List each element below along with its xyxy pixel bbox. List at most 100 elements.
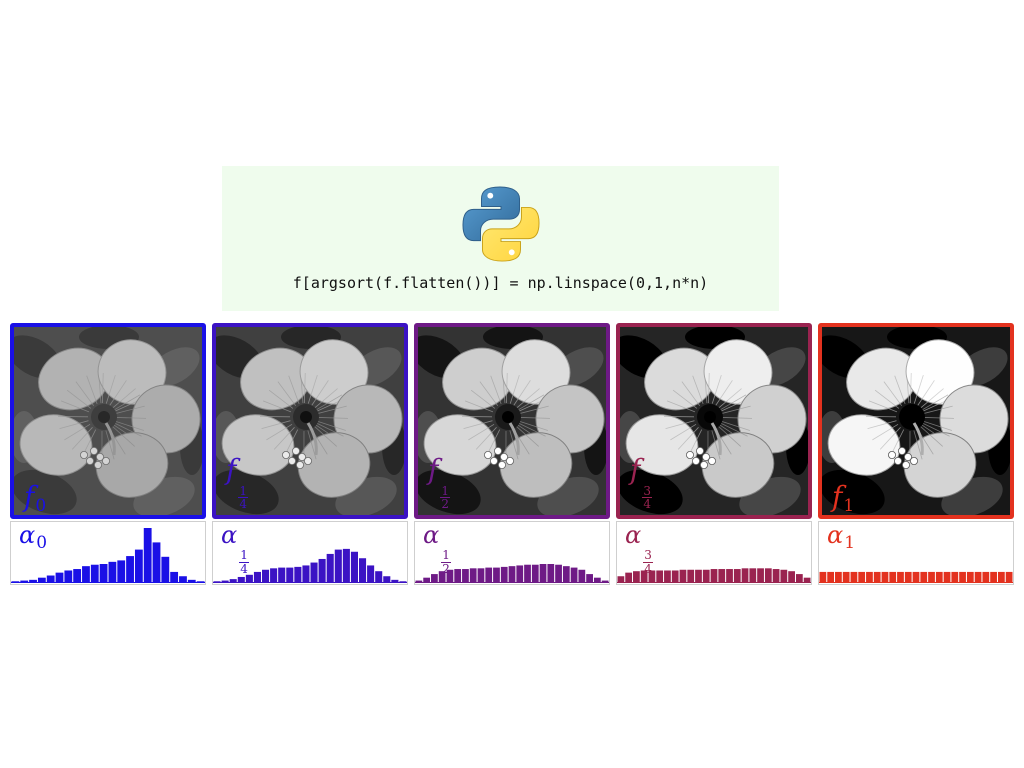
histogram-bar [570, 567, 578, 582]
hibiscus-flower-image [418, 327, 606, 515]
histogram-bar [245, 574, 253, 582]
histogram-plot [617, 568, 811, 583]
histogram-bar [334, 549, 342, 582]
histogram-bar [64, 570, 73, 582]
histogram-bar [555, 564, 562, 582]
histogram-bar [881, 571, 889, 582]
histogram-bar [873, 571, 881, 582]
label-symbol: f [630, 452, 641, 486]
histogram: α0 [10, 521, 206, 585]
histogram-bar [99, 564, 108, 582]
image-label: f0 [24, 483, 46, 515]
hibiscus-flower-image [216, 327, 404, 515]
histogram-bar [485, 567, 493, 582]
histogram-bar [764, 568, 772, 582]
histogram-bar [827, 571, 835, 582]
histogram-bar [741, 568, 749, 582]
histogram-bar [990, 571, 997, 582]
histogram: α1 [818, 521, 1014, 585]
histogram-bar [586, 574, 593, 582]
histogram-bar [974, 571, 982, 582]
histogram-bar [391, 579, 399, 582]
label-symbol: α [625, 521, 642, 549]
fraction-numerator: 1 [239, 548, 249, 563]
histogram-bar [108, 561, 117, 582]
histogram-bar [997, 571, 1005, 582]
histogram-bar [213, 581, 221, 582]
histogram-bar [229, 579, 237, 582]
histogram-bar [966, 571, 974, 582]
histogram-bar [469, 568, 477, 582]
histogram-bar [117, 560, 126, 582]
label-subscript: 0 [35, 496, 47, 516]
histogram-bar [664, 570, 671, 582]
histogram-bar [310, 562, 318, 582]
histogram-bar [278, 567, 286, 582]
histogram-bar [431, 574, 438, 582]
histogram-bar [438, 571, 446, 582]
histogram-bar [462, 569, 469, 582]
histogram-bar [302, 565, 310, 582]
histogram-bar [399, 581, 407, 582]
histogram-bar [367, 565, 375, 582]
histogram-bar [29, 579, 37, 582]
fraction-denominator: 4 [239, 497, 248, 512]
histogram-bar [671, 570, 679, 582]
code-box: f[argsort(f.flatten())] = np.linspace(0,… [222, 166, 779, 311]
histogram-bar [904, 571, 912, 582]
histogram-bar [270, 568, 278, 582]
histogram-bar [508, 566, 516, 582]
histogram-bar [350, 551, 358, 582]
histogram-bar [493, 567, 500, 582]
histogram-bar [850, 571, 858, 582]
histogram-bar [772, 569, 780, 582]
histogram-bar [710, 569, 718, 582]
fraction-numerator: 3 [643, 548, 653, 563]
histogram-bar [866, 571, 873, 582]
hibiscus-flower-image [822, 327, 1010, 515]
histogram-bar [982, 571, 990, 582]
histogram-bar [161, 556, 170, 582]
label-symbol: f [226, 452, 237, 486]
histogram-bar [221, 580, 229, 582]
histogram-bar [835, 571, 842, 582]
histogram-bar [90, 564, 99, 582]
histogram-bar [803, 577, 811, 582]
histogram-bar [726, 569, 733, 582]
fraction-denominator: 4 [643, 497, 652, 512]
hibiscus-flower-image [620, 327, 808, 515]
hibiscus-flower-image [14, 327, 202, 515]
histogram-bar [516, 565, 524, 582]
figure-panel-f0: f0 α0 [10, 323, 206, 586]
histogram-bar [757, 568, 764, 582]
fraction-denominator: 2 [442, 561, 450, 576]
histogram-plot [11, 528, 205, 583]
label-symbol: α [221, 521, 238, 549]
histogram-bar [20, 580, 29, 582]
label-symbol: f [832, 480, 843, 513]
histogram-bar [920, 571, 928, 582]
histogram-bar [780, 569, 788, 582]
fraction-numerator: 3 [642, 483, 653, 499]
image-frame: f0 [10, 323, 206, 519]
image-frame: f1 [818, 323, 1014, 519]
histogram-bar [617, 576, 625, 582]
histogram-bar [359, 558, 367, 582]
code-line: f[argsort(f.flatten())] = np.linspace(0,… [292, 274, 709, 292]
histogram-bar [383, 576, 391, 582]
histogram-bar [959, 571, 966, 582]
histogram-bar [928, 571, 935, 582]
